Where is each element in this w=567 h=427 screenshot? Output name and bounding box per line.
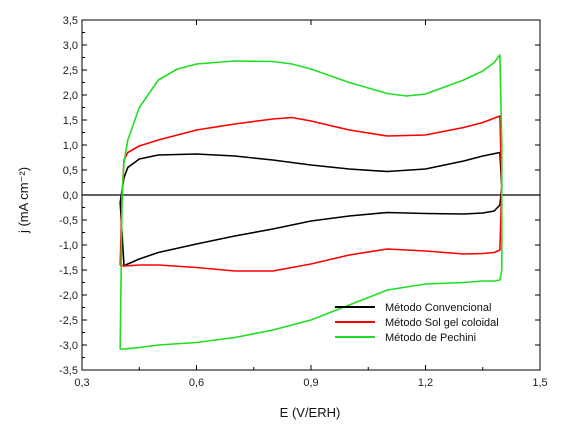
y-tick-label: 1,5 (63, 115, 78, 127)
y-tick-label: -3,5 (59, 365, 78, 377)
y-tick-label: 0,0 (63, 190, 78, 202)
series-line-3 (119, 54, 503, 350)
x-tick-label: 0,3 (74, 377, 89, 389)
legend-label-3: Método de Pechini (385, 332, 476, 344)
legend-label-2: Método Sol gel coloidal (385, 317, 499, 329)
y-tick-label: -0,5 (59, 215, 78, 227)
legend: Método Convencional Método Sol gel coloid… (335, 302, 499, 344)
y-tick-label: 3,0 (63, 40, 78, 52)
y-tick-label: 2,0 (63, 90, 78, 102)
y-tick-label: -3,0 (59, 340, 78, 352)
y-tick-label: -1,0 (59, 240, 78, 252)
y-axis-label: j (mA cm⁻²) (16, 167, 31, 234)
y-tick-label: 3,5 (63, 15, 78, 27)
series-line-2 (119, 115, 503, 272)
axes: -3,5 -3,0 -2,5 -2,0 -1,5 -1,0 -0,5 0,0 0,5 1,0 1,5… (59, 15, 548, 389)
x-tick-label: 1,2 (418, 377, 433, 389)
series-line-1 (119, 151, 503, 267)
y-tick-label: -2,5 (59, 315, 78, 327)
series-layer (119, 54, 503, 350)
y-tick-label: 2,5 (63, 65, 78, 77)
x-tick-label: 1,5 (532, 377, 547, 389)
y-tick-label: -2,0 (59, 290, 78, 302)
y-tick-label: 0,5 (63, 165, 78, 177)
x-tick-label: 0,6 (189, 377, 204, 389)
y-tick-label: 1,0 (63, 140, 78, 152)
y-tick-label: -1,5 (59, 265, 78, 277)
legend-label-1: Método Convencional (385, 302, 491, 314)
x-tick-label: 0,9 (303, 377, 318, 389)
x-axis-label: E (V/ERH) (280, 405, 341, 420)
